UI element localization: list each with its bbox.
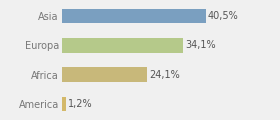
Bar <box>62 9 206 23</box>
Bar <box>62 38 183 53</box>
Text: 34,1%: 34,1% <box>185 40 216 50</box>
Text: 24,1%: 24,1% <box>150 70 180 80</box>
Text: 1,2%: 1,2% <box>68 99 93 109</box>
Bar <box>62 67 147 82</box>
Bar <box>62 97 66 111</box>
Text: 40,5%: 40,5% <box>208 11 238 21</box>
